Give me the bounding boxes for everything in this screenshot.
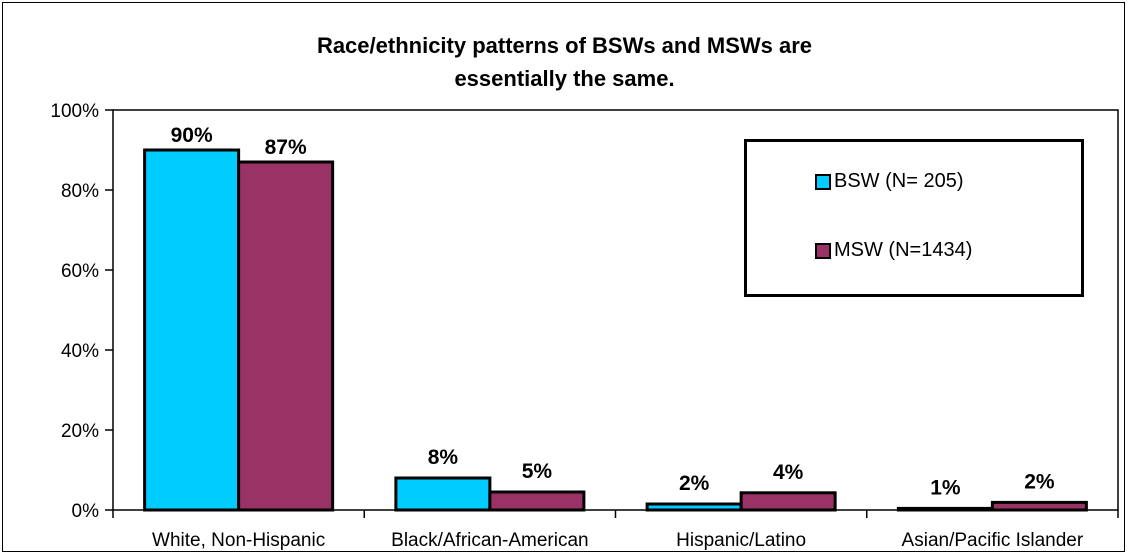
legend-label-bsw: BSW (N= 205) bbox=[834, 170, 964, 192]
chart-title-line-2: essentially the same. bbox=[454, 66, 675, 91]
bar-msw bbox=[237, 160, 335, 512]
data-label-bsw: 8% bbox=[428, 446, 459, 469]
legend: BSW (N= 205) MSW (N=1434) bbox=[744, 139, 1084, 297]
bar-bsw bbox=[394, 476, 492, 512]
x-category-label: Black/African-American bbox=[391, 530, 588, 551]
data-label-msw: 2% bbox=[1024, 470, 1055, 493]
y-tick-label: 100% bbox=[50, 101, 99, 122]
x-category-label: Asian/Pacific Islander bbox=[902, 530, 1084, 551]
bar-msw bbox=[739, 491, 837, 512]
data-label-bsw: 90% bbox=[171, 124, 213, 147]
chart-title-line-1: Race/ethnicity patterns of BSWs and MSWs… bbox=[316, 33, 813, 58]
legend-label-msw: MSW (N=1434) bbox=[834, 239, 973, 261]
x-category-label: White, Non-Hispanic bbox=[152, 530, 325, 551]
bar-msw bbox=[488, 490, 586, 512]
data-label-bsw: 2% bbox=[679, 472, 710, 495]
legend-swatch-msw bbox=[815, 242, 831, 259]
bar-bsw bbox=[143, 148, 241, 512]
data-label-msw: 4% bbox=[773, 461, 804, 484]
bar-bsw bbox=[896, 506, 994, 512]
legend-item-msw: MSW (N=1434) bbox=[815, 239, 972, 262]
y-tick-label: 80% bbox=[61, 181, 99, 202]
y-tick-label: 60% bbox=[61, 261, 99, 282]
data-label-msw: 87% bbox=[265, 136, 307, 159]
y-tick-label: 40% bbox=[61, 341, 99, 362]
data-label-bsw: 1% bbox=[930, 476, 961, 499]
y-tick-label: 20% bbox=[61, 421, 99, 442]
x-category-label: Hispanic/Latino bbox=[676, 530, 806, 551]
legend-swatch-bsw bbox=[815, 173, 831, 190]
y-tick-label: 0% bbox=[72, 501, 100, 522]
bar-msw bbox=[990, 500, 1088, 512]
legend-item-bsw: BSW (N= 205) bbox=[815, 170, 963, 193]
bar-bsw bbox=[645, 502, 743, 512]
data-label-msw: 5% bbox=[522, 460, 553, 483]
